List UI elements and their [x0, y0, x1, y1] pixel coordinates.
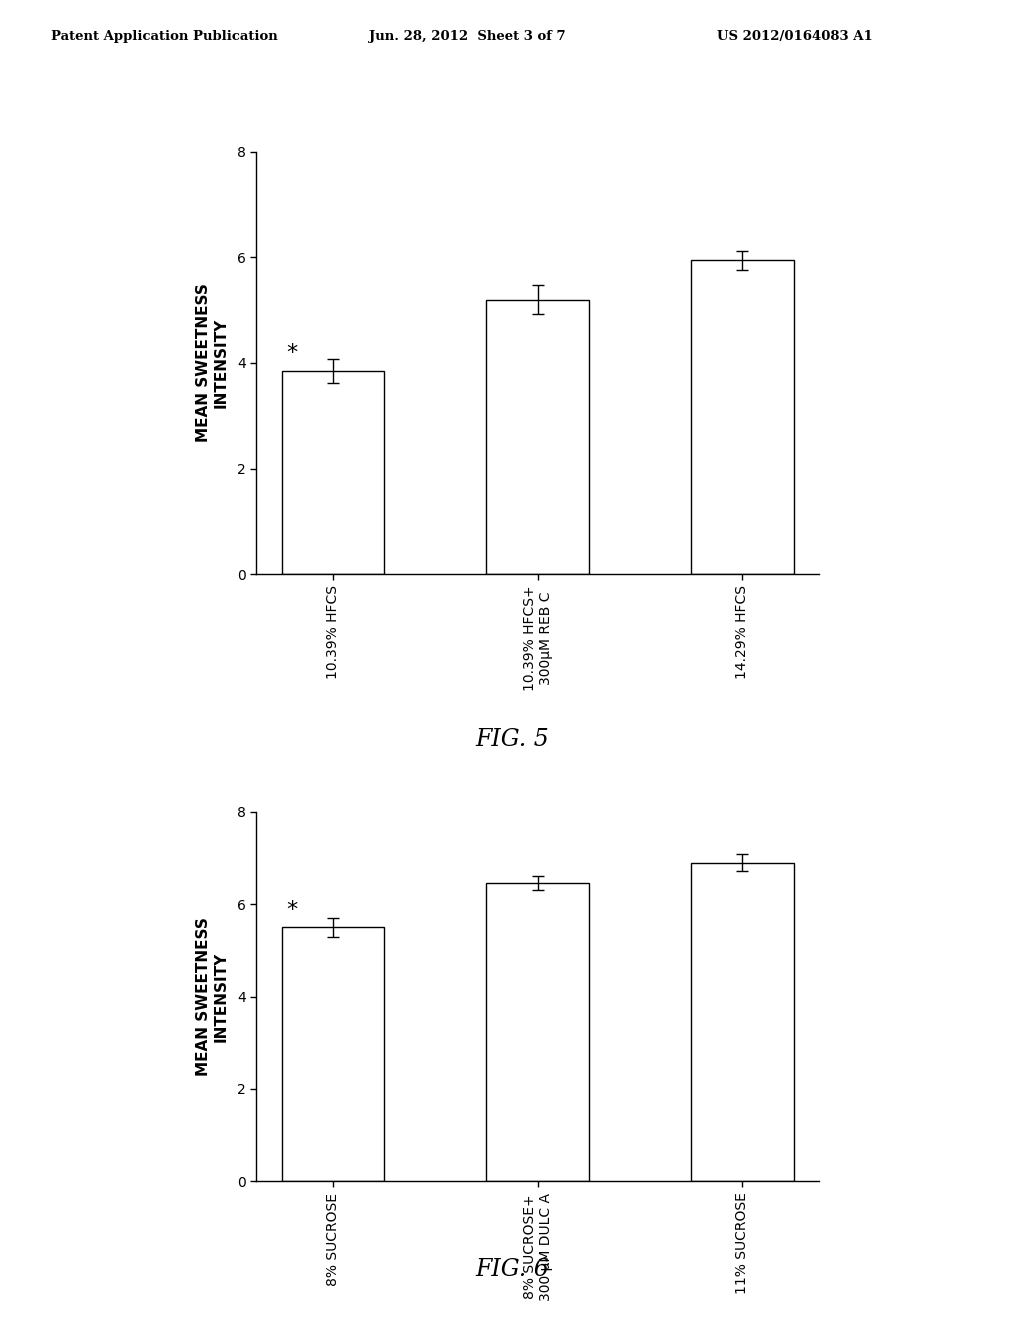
Bar [486, 300, 589, 574]
Bar [486, 883, 589, 1181]
Bar [282, 371, 384, 574]
Text: *: * [287, 343, 297, 363]
Y-axis label: MEAN SWEETNESS
INTENSITY: MEAN SWEETNESS INTENSITY [196, 917, 228, 1076]
Text: Jun. 28, 2012  Sheet 3 of 7: Jun. 28, 2012 Sheet 3 of 7 [369, 30, 565, 44]
Bar [282, 927, 384, 1181]
Text: FIG. 5: FIG. 5 [475, 727, 549, 751]
Y-axis label: MEAN SWEETNESS
INTENSITY: MEAN SWEETNESS INTENSITY [196, 284, 228, 442]
Text: FIG. 6: FIG. 6 [475, 1258, 549, 1282]
Text: US 2012/0164083 A1: US 2012/0164083 A1 [717, 30, 872, 44]
Text: *: * [287, 900, 297, 920]
Bar [691, 863, 794, 1181]
Bar [691, 260, 794, 574]
Text: Patent Application Publication: Patent Application Publication [51, 30, 278, 44]
